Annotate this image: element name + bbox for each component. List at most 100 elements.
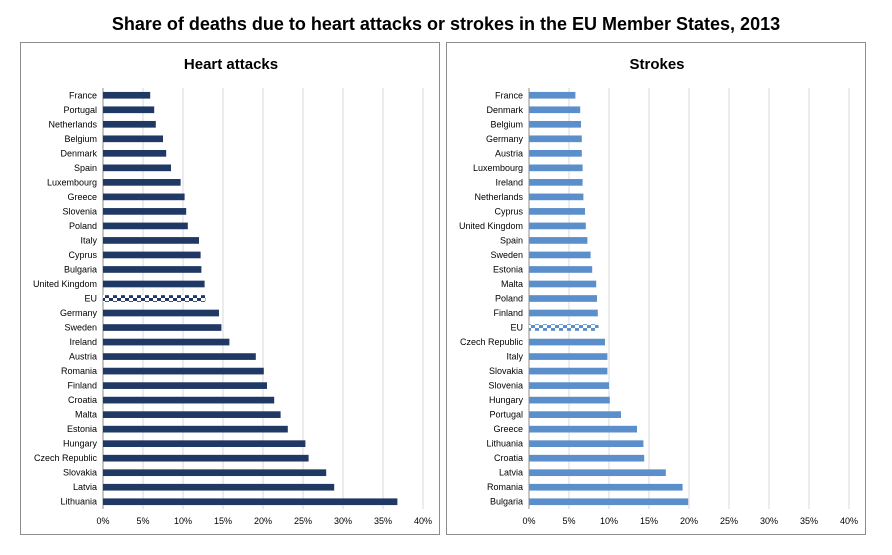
category-label: Italy <box>80 235 97 245</box>
category-label: Belgium <box>64 134 97 144</box>
category-label: Netherlands <box>474 192 523 202</box>
bar <box>103 149 167 157</box>
category-labels: France Portugal Netherlands Belgium Denmark S… <box>33 90 98 506</box>
x-tick-label: 40% <box>414 516 432 526</box>
x-tick-label: 20% <box>254 516 272 526</box>
bar <box>103 338 230 346</box>
x-tick-label: 30% <box>334 516 352 526</box>
chart-title: Heart attacks <box>184 56 278 73</box>
bar <box>103 251 201 259</box>
x-tick-label: 10% <box>174 516 192 526</box>
category-label: Latvia <box>73 482 97 492</box>
category-label: Slovakia <box>63 468 97 478</box>
category-label: Hungary <box>63 439 98 449</box>
category-label: EU <box>510 323 523 333</box>
category-label: Germany <box>60 308 98 318</box>
category-label: Luxembourg <box>473 163 523 173</box>
bar <box>103 309 219 317</box>
category-label: Czech Republic <box>460 337 524 347</box>
bar <box>529 469 666 477</box>
category-label: Estonia <box>67 424 97 434</box>
gridlines <box>528 88 850 509</box>
bar <box>529 91 576 99</box>
category-label: Bulgaria <box>64 264 97 274</box>
bar <box>529 106 581 114</box>
x-tick-label: 30% <box>760 516 778 526</box>
category-label: Sweden <box>490 250 523 260</box>
bar <box>103 91 151 99</box>
category-label: Greece <box>493 424 523 434</box>
bar <box>529 295 597 302</box>
bar <box>103 324 222 331</box>
bar-eu-average <box>103 295 206 302</box>
bar <box>103 483 335 491</box>
category-label: Croatia <box>494 453 523 463</box>
bar <box>529 454 645 462</box>
bar <box>103 179 181 186</box>
bar <box>103 353 256 360</box>
bar <box>103 120 156 128</box>
bar <box>103 382 267 389</box>
strokes-chart: Strokes France Denmark Belgium Germany Austr… <box>459 56 858 526</box>
category-label: Germany <box>486 134 524 144</box>
bar <box>529 251 591 259</box>
category-label: Czech Republic <box>34 453 98 463</box>
bar <box>103 469 327 477</box>
category-label: Finland <box>67 381 97 391</box>
category-label: Hungary <box>489 395 524 405</box>
category-label: Greece <box>67 192 97 202</box>
bar <box>529 309 598 317</box>
bar <box>529 498 689 506</box>
x-tick-label: 25% <box>294 516 312 526</box>
category-label: Cyprus <box>68 250 97 260</box>
bar <box>103 237 199 244</box>
bar <box>529 135 582 143</box>
bar <box>103 208 187 215</box>
category-label: Poland <box>69 221 97 231</box>
bar <box>529 396 610 404</box>
x-tick-label: 15% <box>214 516 232 526</box>
bar-eu-average <box>529 324 599 331</box>
bar <box>529 120 581 128</box>
x-tick-label: 5% <box>562 516 575 526</box>
x-tick-label: 0% <box>522 516 535 526</box>
x-tick-label: 5% <box>136 516 149 526</box>
category-label: Malta <box>501 279 523 289</box>
category-label: Luxembourg <box>47 177 97 187</box>
category-label: France <box>495 90 523 100</box>
bar <box>529 280 597 288</box>
category-label: Ireland <box>495 177 523 187</box>
category-label: Spain <box>74 163 97 173</box>
category-label: Cyprus <box>494 206 523 216</box>
page-title: Share of deaths due to heart attacks or … <box>111 14 781 34</box>
bar <box>103 425 288 433</box>
category-label: Slovenia <box>62 206 97 216</box>
category-label: Slovakia <box>489 366 523 376</box>
bar <box>103 367 264 375</box>
category-label: EU <box>84 294 97 304</box>
bar <box>529 193 584 201</box>
category-label: Portugal <box>489 410 523 420</box>
strokes-chart-panel: Strokes France Denmark Belgium Germany Austr… <box>446 42 866 535</box>
x-tick-label: 20% <box>680 516 698 526</box>
bar <box>103 106 155 114</box>
bar <box>529 164 583 172</box>
bar <box>103 440 306 448</box>
bars <box>103 91 398 506</box>
category-label: Poland <box>495 294 523 304</box>
bar <box>529 382 609 389</box>
bar <box>103 411 281 418</box>
category-label: Croatia <box>68 395 97 405</box>
bar <box>529 266 593 273</box>
category-label: Finland <box>493 308 523 318</box>
category-label: Denmark <box>60 148 97 158</box>
bar <box>103 266 202 273</box>
bar <box>103 280 205 288</box>
x-tick-label: 35% <box>374 516 392 526</box>
bar <box>103 193 185 201</box>
bar <box>529 353 608 360</box>
x-axis-tick-labels: 0% 5% 10% 15% 20% 25% 30% 35% 40% <box>96 516 432 526</box>
x-tick-label: 35% <box>800 516 818 526</box>
category-label: Romania <box>61 366 97 376</box>
gridlines <box>102 88 424 509</box>
